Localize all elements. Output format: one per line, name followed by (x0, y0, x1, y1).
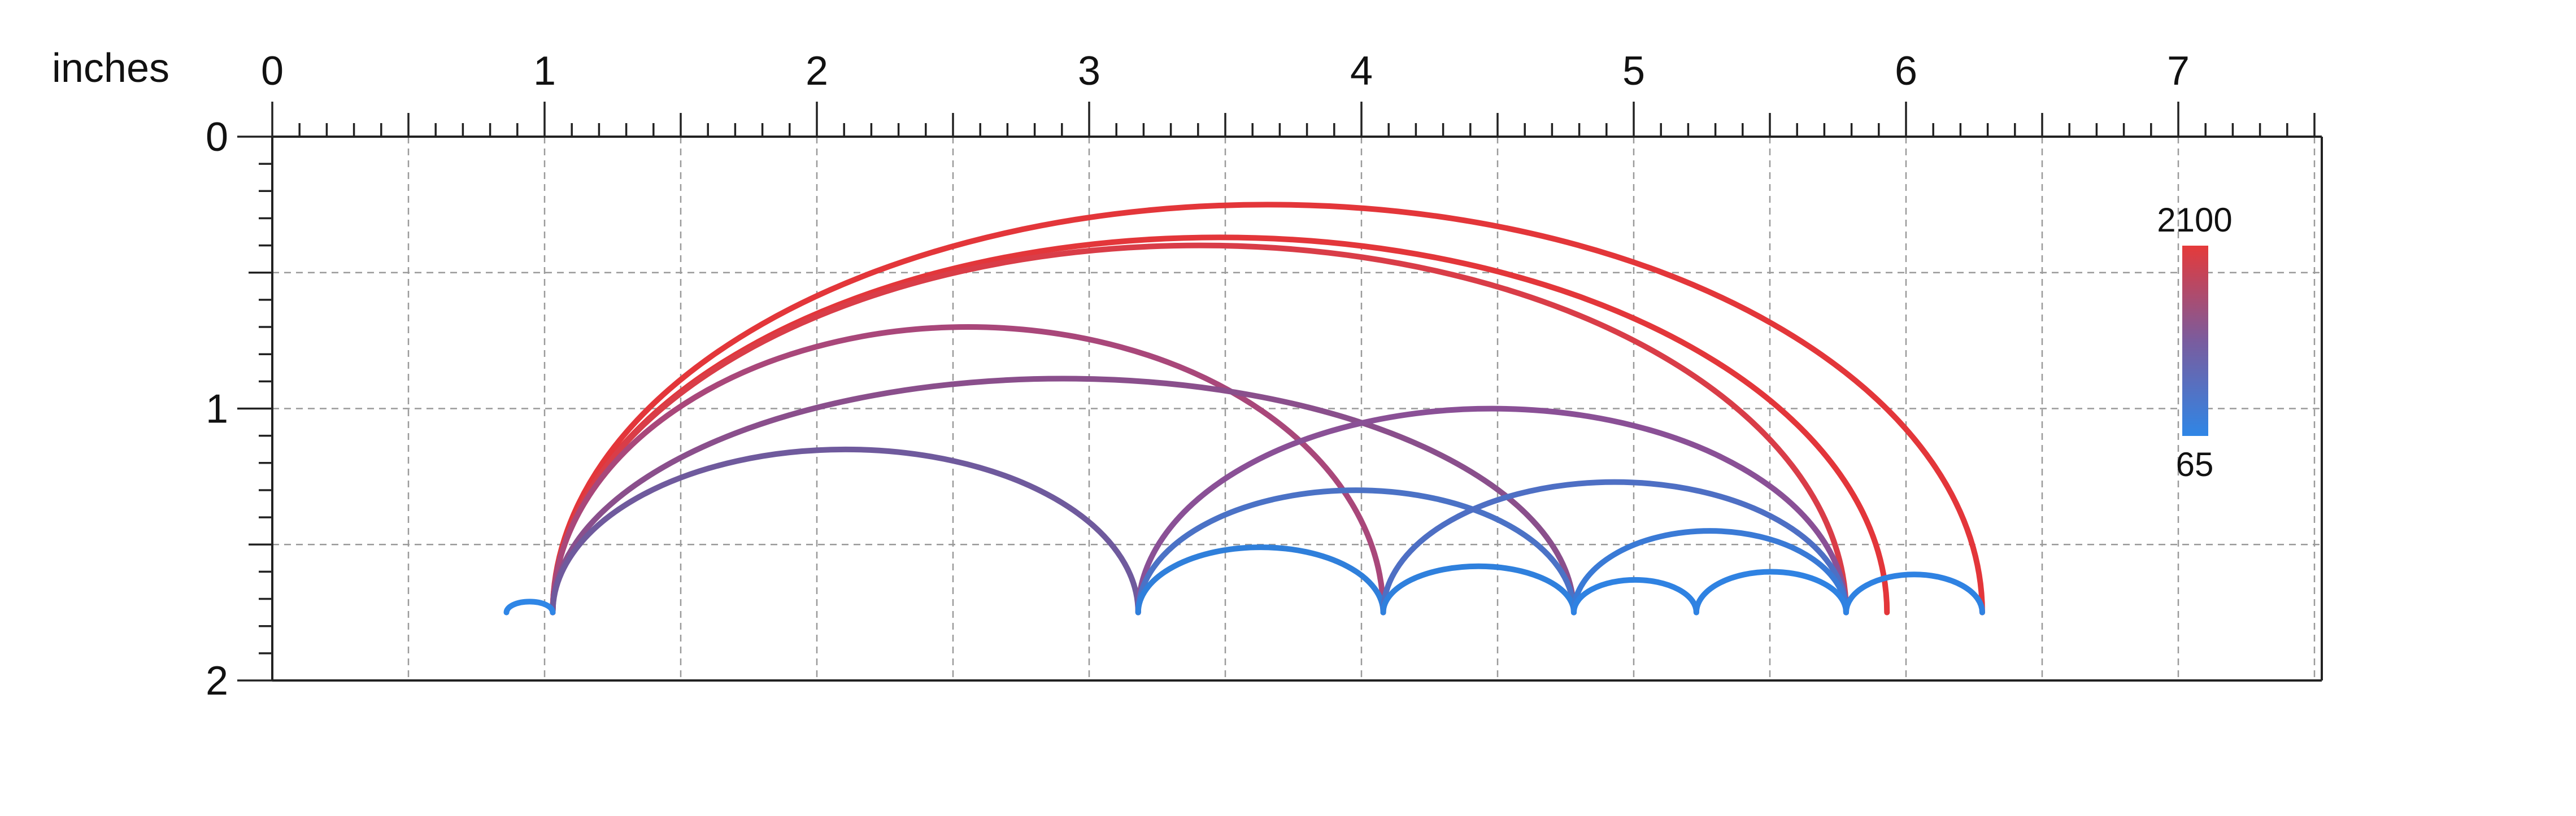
arc (1696, 571, 1846, 612)
x-tick-label: 6 (1895, 49, 1917, 94)
arc (507, 601, 553, 612)
arc (1383, 566, 1574, 613)
ruler-labels: inches 0 1 2 3 4 5 6 7 0 1 2 (52, 46, 2190, 704)
colorbar-gradient (2182, 246, 2208, 436)
ruler-ticks (237, 102, 2314, 680)
x-tick-label: 5 (1622, 49, 1645, 94)
x-tick-label: 0 (261, 49, 284, 94)
arc (552, 450, 1138, 613)
x-tick-label: 2 (806, 49, 828, 94)
x-tick-label: 4 (1350, 49, 1373, 94)
arc (1574, 531, 1846, 612)
y-tick-label: 0 (206, 115, 228, 160)
arc (552, 327, 1383, 613)
y-tick-label: 2 (206, 658, 228, 704)
x-tick-label: 1 (533, 49, 556, 94)
arc (1574, 580, 1696, 613)
arc (1138, 409, 1846, 613)
colorbar-min-label: 65 (2176, 446, 2214, 483)
grid (272, 137, 2322, 680)
y-tick-label: 1 (206, 387, 228, 432)
colorbar-max-label: 2100 (2157, 201, 2232, 239)
arc (1138, 547, 1383, 613)
colorbar: 2100 65 (2157, 201, 2232, 483)
arc (1846, 574, 1982, 612)
ruler-unit-label: inches (52, 46, 169, 91)
x-tick-label: 3 (1078, 49, 1100, 94)
x-tick-label: 7 (2167, 49, 2190, 94)
